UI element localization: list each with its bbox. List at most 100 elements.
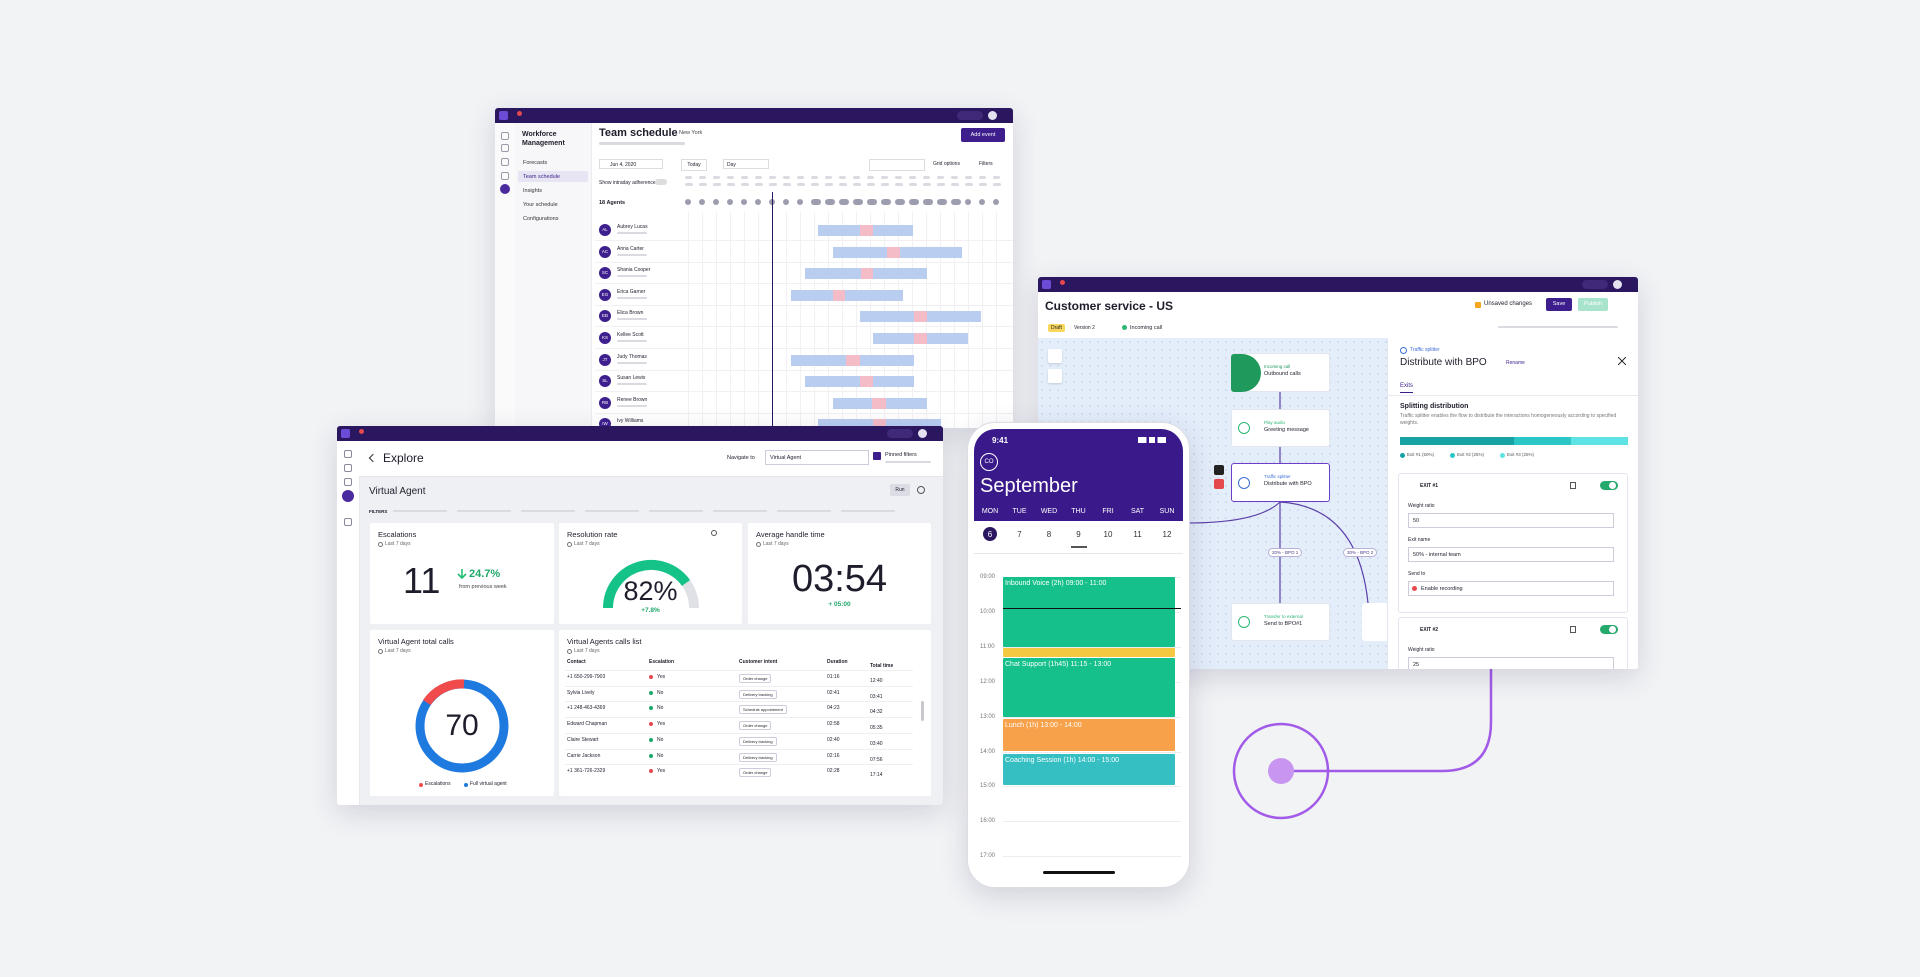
interval-dot: [797, 199, 803, 205]
navigate-select[interactable]: Virtual Agent: [765, 450, 869, 465]
side-panel: [1387, 338, 1638, 669]
placeholder-text: [617, 253, 647, 256]
date[interactable]: 6: [987, 530, 993, 539]
nav-item[interactable]: Insights: [523, 188, 542, 194]
kpi-value: 11: [403, 560, 441, 601]
nav-item[interactable]: Forecasts: [523, 160, 548, 166]
weight-input[interactable]: 50: [1408, 513, 1614, 528]
cell: 02:41: [827, 689, 840, 696]
node-type: Transfer to external: [1264, 614, 1303, 619]
close-button[interactable]: [1618, 357, 1626, 365]
calendar-event[interactable]: Inbound Voice (2h) 09:00 - 11:00: [1003, 577, 1175, 647]
status-time: 9:41: [992, 436, 1009, 445]
month: September: [980, 475, 1078, 497]
canvas-tool[interactable]: [1048, 349, 1062, 363]
settings-icon[interactable]: [917, 486, 925, 494]
placeholder-text: [393, 510, 447, 512]
grid-column: [800, 212, 801, 428]
delete-icon[interactable]: [1570, 482, 1576, 489]
ring: [1232, 722, 1330, 820]
channel: Incoming call: [1130, 325, 1163, 331]
placeholder-text: [979, 183, 987, 186]
cell: No: [657, 689, 664, 696]
nav-item[interactable]: Configurations: [523, 216, 559, 222]
user-avatar: [918, 429, 927, 438]
adherence-toggle[interactable]: [655, 179, 667, 185]
cell: 02:58: [827, 721, 840, 728]
grid-options[interactable]: Grid options: [933, 161, 960, 167]
publish-button[interactable]: Publish: [1578, 298, 1608, 311]
run-button[interactable]: Run: [890, 484, 910, 496]
status-dot: [649, 769, 653, 774]
nav-item[interactable]: Team schedule: [523, 174, 560, 180]
placeholder-text: [699, 183, 707, 186]
legend-dot: [1450, 453, 1455, 458]
placeholder-text: [797, 183, 805, 186]
avatar[interactable]: CO: [980, 453, 998, 471]
placeholder-text: [713, 183, 721, 186]
canvas-tool[interactable]: [1048, 369, 1062, 383]
toggle-knob: [1609, 482, 1616, 489]
node-label: Send to BPO#1: [1264, 621, 1303, 627]
date[interactable]: 10: [1103, 530, 1113, 539]
rail-icon: [344, 450, 352, 458]
calendar-event[interactable]: Chat Support (1h45) 11:15 - 13:00: [1003, 658, 1175, 717]
calendar-event[interactable]: Lunch (1h) 13:00 - 14:00: [1003, 719, 1175, 751]
legend-dot: [464, 783, 468, 787]
interval-dot: [713, 199, 719, 205]
tab[interactable]: Exits: [1400, 383, 1414, 393]
send-select[interactable]: Enable recording: [1408, 581, 1614, 596]
rail-icon: [344, 464, 352, 472]
interval-dot: [839, 199, 849, 205]
view-select[interactable]: Day: [723, 159, 769, 169]
cell: +1 361-726-2329: [567, 768, 606, 775]
version-select[interactable]: Version 2: [1074, 325, 1095, 331]
agent-avatar: SC: [599, 267, 611, 280]
status-dot: [649, 675, 653, 679]
name-input[interactable]: 50% - internal team: [1408, 547, 1614, 562]
cell: +1 248-463-4369: [567, 705, 606, 712]
timezone[interactable]: New York: [679, 130, 703, 136]
placeholder-text: [769, 176, 776, 179]
calendar-event[interactable]: Coaching Session (1h) 14:00 - 15:00: [1003, 754, 1175, 785]
placeholder-text: [965, 183, 973, 186]
filters-button[interactable]: Filters: [979, 161, 993, 167]
rename-link[interactable]: Rename: [1506, 360, 1525, 366]
date[interactable]: 12: [1162, 530, 1172, 539]
status-dot: [649, 706, 653, 711]
date[interactable]: 9: [1076, 530, 1081, 539]
phone: 9:41 CO September MON 6 TUE 7 WED 8 THU 9 FRI 10 SAT 1…: [967, 422, 1190, 888]
pinned-checkbox[interactable]: [873, 452, 881, 460]
interval-dot: [811, 199, 821, 205]
date-picker[interactable]: Jun 4, 2020: [599, 159, 663, 169]
interval-dot: [727, 199, 733, 205]
divider: [974, 553, 1183, 554]
explore-title: Explore: [383, 451, 424, 465]
date[interactable]: 11: [1133, 530, 1142, 539]
user-avatar: [988, 111, 997, 120]
break-block: [861, 268, 874, 280]
interval-dot: [965, 199, 971, 205]
interval-dot: [741, 199, 747, 205]
date[interactable]: 8: [1046, 530, 1052, 539]
agent-name: Elica Brown: [617, 310, 644, 317]
grid-column: [702, 212, 703, 428]
clock-icon: [756, 542, 761, 547]
section-title: Splitting distribution: [1400, 403, 1469, 410]
kpi-value: 70: [445, 709, 479, 742]
date[interactable]: 7: [1017, 530, 1022, 539]
navigate-label: Navigate to: [727, 455, 755, 461]
nav-item[interactable]: Your schedule: [523, 202, 558, 208]
today-button[interactable]: Today: [681, 159, 707, 171]
agent-name: Ivy Williams: [617, 418, 644, 425]
day-name: SUN: [1159, 508, 1175, 515]
kpi-change-note: from previous week: [459, 584, 507, 590]
warning-icon: [1475, 302, 1481, 308]
add-event-button[interactable]: Add event: [961, 128, 1005, 142]
delete-icon[interactable]: [1570, 626, 1576, 633]
weight-input[interactable]: 25: [1408, 657, 1614, 669]
connector: [1279, 501, 1369, 604]
placeholder-text: [755, 176, 762, 179]
save-button[interactable]: Save: [1546, 298, 1572, 311]
